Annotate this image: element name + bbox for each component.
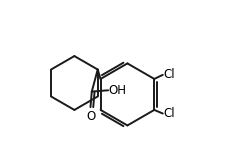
Text: OH: OH bbox=[108, 84, 126, 97]
Text: O: O bbox=[86, 110, 95, 123]
Text: Cl: Cl bbox=[163, 68, 174, 81]
Text: Cl: Cl bbox=[163, 107, 174, 120]
